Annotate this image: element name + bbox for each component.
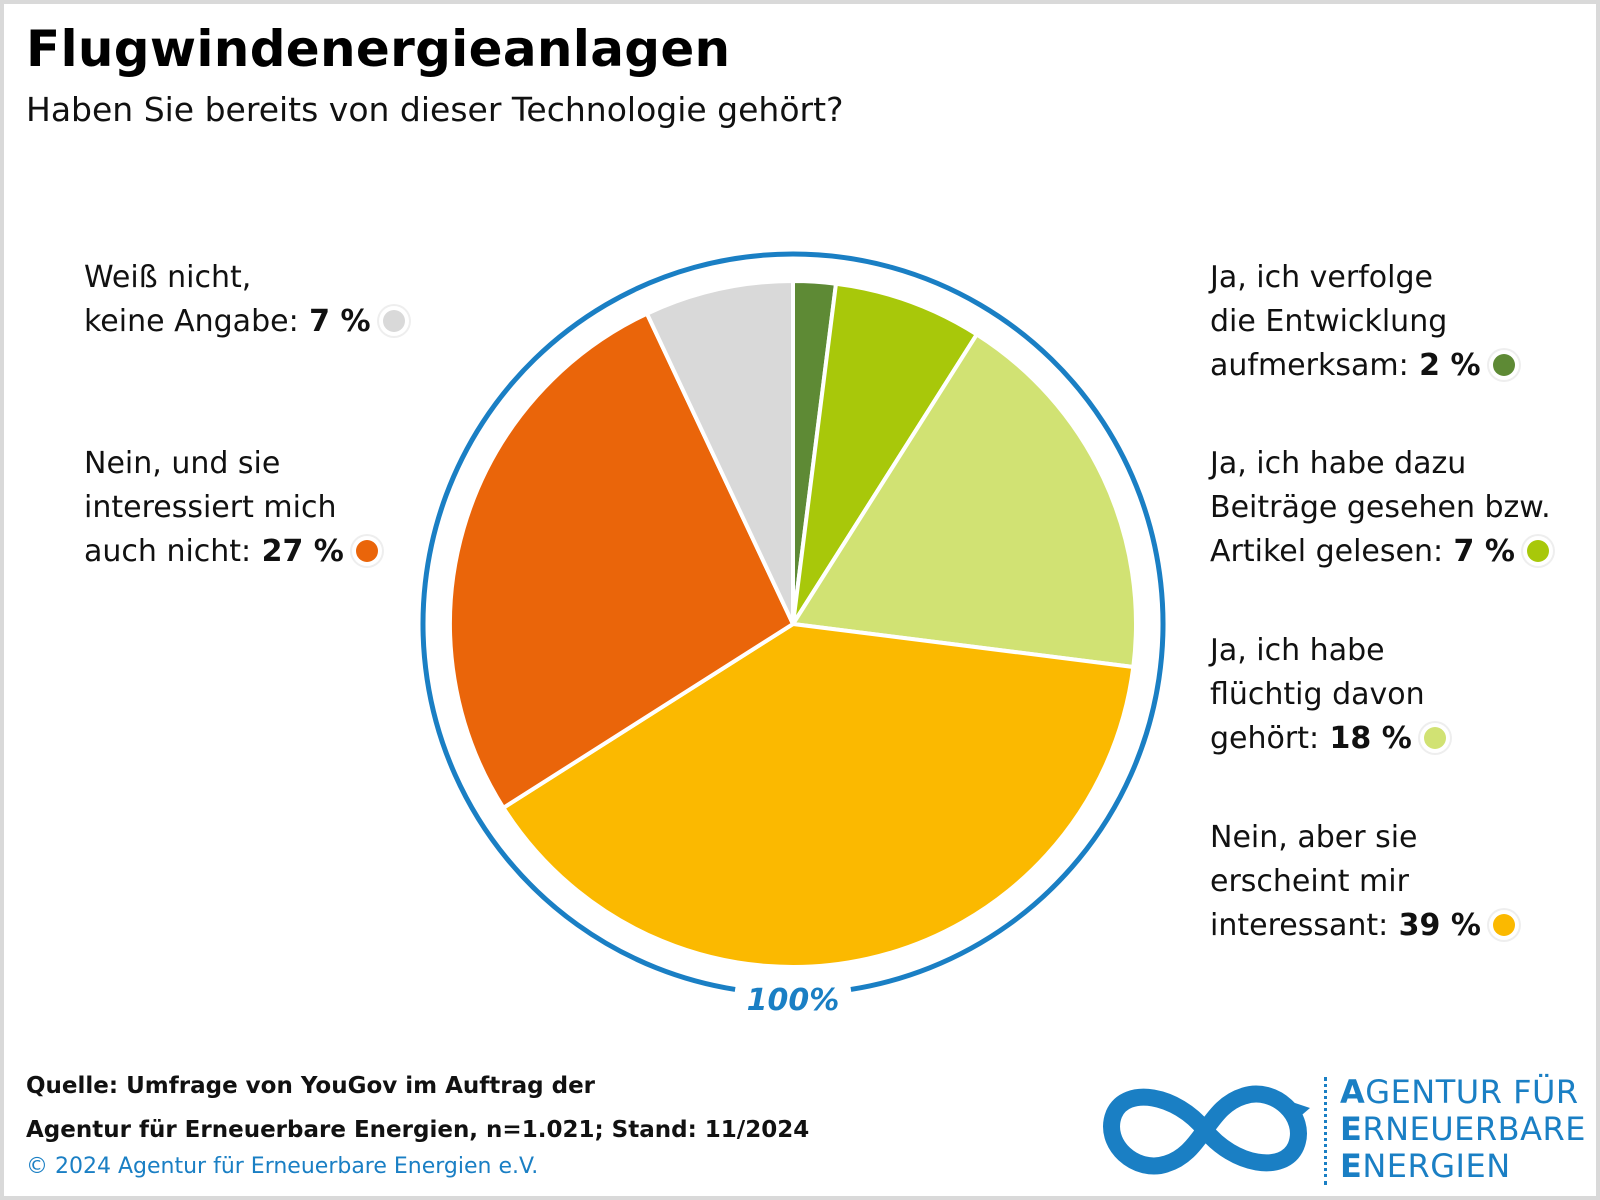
chart-title: Flugwindenergieanlagen — [26, 20, 731, 78]
source-note: Quelle: Umfrage von YouGov im Auftrag de… — [26, 1064, 809, 1152]
logo-initial-e2: E — [1340, 1147, 1363, 1185]
slice-label-text: Beiträge gesehen bzw. — [1210, 490, 1551, 525]
pie-slice-6 — [644, 279, 795, 626]
slice-label-line: keine Angabe: 7 % — [84, 300, 405, 344]
slice-value: 27 % — [251, 534, 344, 569]
slice-label-line: die Entwicklung — [1210, 300, 1515, 344]
legend-dot-icon — [1492, 354, 1515, 376]
slice-label-line: Beiträge gesehen bzw. — [1210, 486, 1551, 530]
slice-label-line: Ja, ich habe — [1210, 629, 1446, 673]
pie-chart: 100% — [420, 251, 1166, 1018]
slice-label-text: Ja, ich habe — [1210, 633, 1385, 668]
slice-label-text: Nein, und sie — [84, 446, 281, 481]
slice-label-line: Nein, aber sie — [1210, 816, 1515, 860]
slice-label-text: auch nicht: — [84, 534, 252, 569]
slice-label-line: Ja, ich habe dazu — [1210, 442, 1551, 486]
slice-label-line: interessiert mich — [84, 486, 378, 530]
slice-label-text: erscheint mir — [1210, 864, 1409, 899]
organization-logo-text: AGENTUR FÜR ERNEUERBARE ENERGIEN — [1340, 1074, 1586, 1185]
total-ring-arc — [420, 251, 1166, 992]
slice-value: 2 % — [1408, 348, 1481, 383]
slice-label-text: aufmerksam: — [1210, 348, 1409, 383]
slice-label-line: flüchtig davon — [1210, 673, 1446, 717]
pie-slices — [448, 279, 1138, 969]
slice-label-text: Weiß nicht, — [84, 260, 252, 295]
slice-label-text: interessiert mich — [84, 490, 337, 525]
legend-dot-icon — [1492, 914, 1515, 936]
source-line-1: Quelle: Umfrage von YouGov im Auftrag de… — [26, 1073, 596, 1099]
slice-value: 7 % — [1443, 534, 1515, 569]
infinity-arrow-icon — [1103, 1085, 1310, 1175]
slice-label-line: Weiß nicht, — [84, 256, 405, 300]
logo-line-3: NERGIEN — [1362, 1147, 1511, 1185]
slice-label-line: Ja, ich verfolge — [1210, 256, 1515, 300]
slice-label-line: aufmerksam: 2 % — [1210, 344, 1515, 388]
slice-label-text: gehört: — [1210, 721, 1320, 756]
slice-label-1: Ja, ich verfolge die Entwicklung aufmerksa… — [1210, 256, 1515, 388]
slice-label-line: gehört: 18 % — [1210, 717, 1446, 761]
slice-label-text: Artikel gelesen: — [1210, 534, 1444, 569]
slice-value: 7 % — [298, 304, 371, 339]
legend-dot-icon — [1423, 727, 1446, 749]
slice-label-3: Ja, ich habe flüchtig davon gehört: 18 % — [1210, 629, 1446, 761]
slice-label-text: flüchtig davon — [1210, 677, 1425, 712]
slice-label-text: Ja, ich verfolge — [1210, 260, 1433, 295]
legend-dot-icon — [1526, 540, 1549, 562]
slice-label-4: Nein, aber sie erscheint mir interessant: … — [1210, 816, 1515, 948]
slice-label-text: die Entwicklung — [1210, 304, 1448, 339]
total-ring — [420, 251, 1166, 992]
slice-label-text: Ja, ich habe dazu — [1210, 446, 1467, 481]
total-label: 100% — [747, 983, 840, 1018]
pie-slice-2 — [791, 281, 979, 626]
slice-label-2: Ja, ich habe dazu Beiträge gesehen bzw. Ar… — [1210, 442, 1551, 574]
logo-separator — [1324, 1077, 1327, 1185]
slice-label-5: Nein, und sie interessiert mich auch nicht… — [84, 442, 378, 574]
copyright: © 2024 Agentur für Erneuerbare Energien … — [26, 1154, 539, 1179]
logo-line-1: GENTUR FÜR — [1365, 1073, 1579, 1111]
source-line-2: Agentur für Erneuerbare Energien, n=1.02… — [26, 1117, 810, 1143]
slice-label-line: interessant: 39 % — [1210, 904, 1515, 948]
legend-dot-icon — [355, 540, 378, 562]
slice-label-line: Nein, und sie — [84, 442, 378, 486]
slice-label-6: Weiß nicht, keine Angabe: 7 % — [84, 256, 405, 344]
slice-label-line: Artikel gelesen: 7 % — [1210, 530, 1551, 574]
pie-slice-5 — [448, 311, 795, 810]
slice-value: 18 % — [1319, 721, 1412, 756]
slice-value: 39 % — [1388, 908, 1481, 943]
legend-dot-icon — [382, 310, 405, 332]
logo-line-2: RNEUERBARE — [1362, 1110, 1586, 1148]
chart-subtitle: Haben Sie bereits von dieser Technologie… — [26, 90, 844, 129]
pie-slice-3 — [791, 332, 1138, 669]
slice-label-line: erscheint mir — [1210, 860, 1515, 904]
slice-label-text: keine Angabe: — [84, 304, 299, 339]
slice-label-text: interessant: — [1210, 908, 1389, 943]
slice-label-text: Nein, aber sie — [1210, 820, 1418, 855]
logo-initial-e1: E — [1340, 1110, 1363, 1148]
slice-label-line: auch nicht: 27 % — [84, 530, 378, 574]
logo-initial-a: A — [1340, 1073, 1366, 1111]
